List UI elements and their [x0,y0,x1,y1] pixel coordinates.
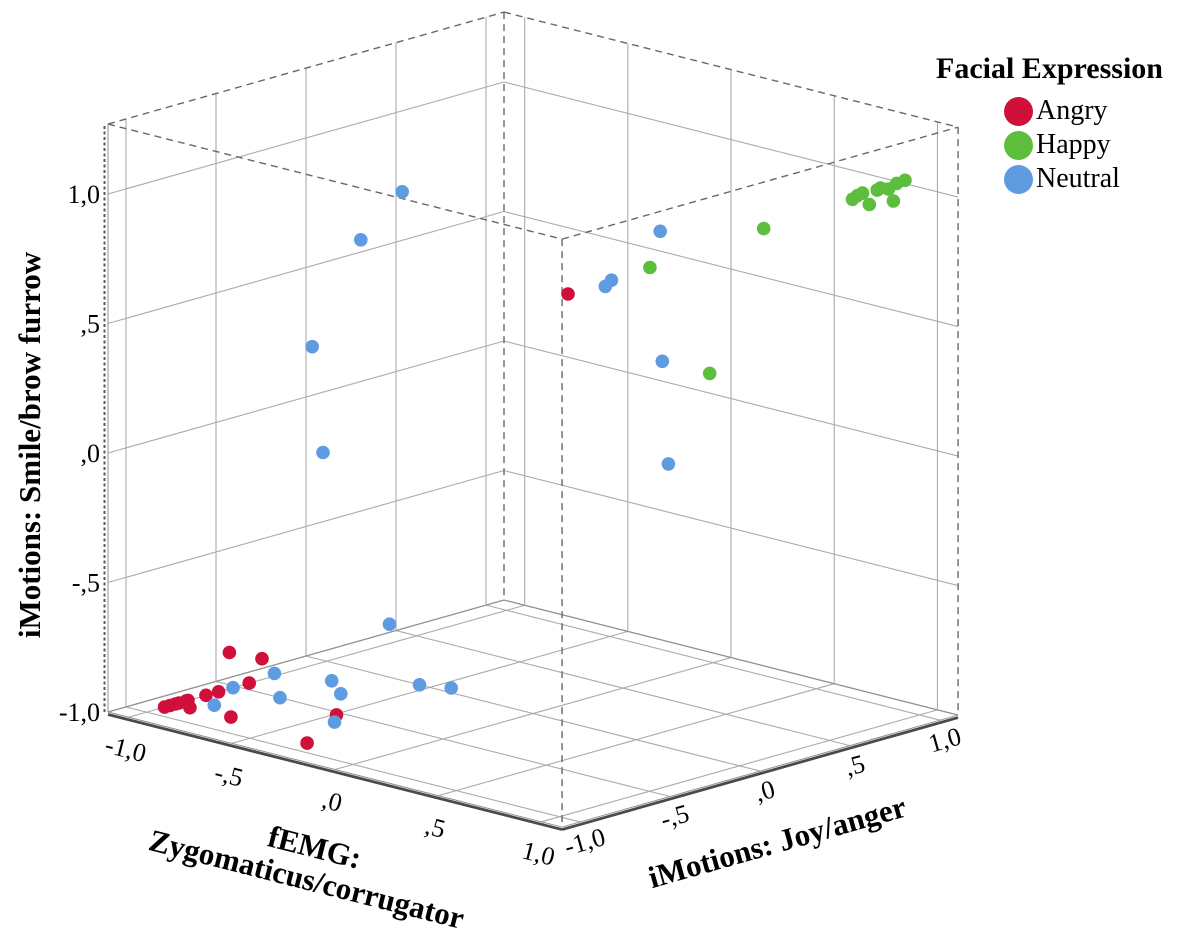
data-point-neutral [334,687,348,701]
data-point-angry [561,287,575,301]
floor-back-edge [107,599,505,713]
y-tick-label: -1,0 [59,698,100,727]
data-point-angry [211,685,226,699]
data-point-happy [898,173,912,188]
z-tick-label: ,5 [841,749,868,782]
x-tick-label: -,5 [212,758,246,793]
gridline-leftwall-horizontal [107,210,505,325]
data-point-happy [702,366,717,381]
data-point-neutral [324,674,339,688]
legend-item-angry: Angry [1004,94,1198,128]
z-tick-label: -,5 [657,799,692,835]
floor-back-edge [503,599,959,716]
grid-lines [107,17,959,823]
y-tick-label: -,5 [72,569,100,598]
legend-item-neutral: Neutral [1004,162,1198,196]
data-point-neutral [207,698,222,712]
z-axis-edge [561,714,959,828]
y-tick-label: ,0 [81,439,101,468]
angry-swatch-icon [1004,96,1033,126]
data-point-neutral [327,715,342,729]
gridline-floor-x [541,709,938,823]
data-point-neutral [655,354,670,369]
legend-label-angry: Angry [1036,95,1108,126]
z-tick-label: ,0 [751,774,778,807]
legend-label-neutral: Neutral [1036,163,1120,194]
z-tick-label: 1,0 [925,722,964,759]
data-point-happy [862,197,877,212]
data-point-neutral [316,445,330,460]
data-point-happy [855,186,870,200]
gridline-rightwall-horizontal [503,81,959,198]
data-point-neutral [653,224,667,239]
frame-dashed-edge [561,126,959,240]
gridline-leftwall-horizontal [107,81,505,195]
gridline-rightwall-horizontal [503,210,959,328]
data-points [157,173,912,750]
legend-item-happy: Happy [1004,128,1198,162]
x-tick-label: -1,0 [102,730,149,768]
data-point-happy [643,260,657,275]
legend-title: Facial Expression [936,52,1163,85]
data-point-angry [300,736,314,750]
data-point-happy [756,221,771,236]
x-tick-label: ,0 [319,785,345,818]
data-point-neutral [226,680,240,695]
data-point-angry [222,645,237,660]
x-axis-title: fEMG:Zygomaticus/corrugator [145,790,476,935]
data-point-happy [886,194,901,208]
legend-label-happy: Happy [1036,129,1111,160]
neutral-swatch-icon [1004,164,1033,194]
legend: Facial Expression Angry Happy Neutral [936,52,1198,196]
y-tick-label: ,5 [81,310,101,339]
data-point-angry [199,688,213,703]
data-point-neutral [382,617,397,631]
data-point-angry [242,676,256,690]
y-axis-title: iMotions: Smile/brow furrow [12,251,47,638]
frame-dashed-edge [503,11,959,128]
frame-dashed-edge [107,123,563,240]
frame-dashed-edge [107,11,505,125]
axis-titles: iMotions: Smile/brow furrow fEMG:Zygomati… [12,251,910,936]
data-point-neutral [267,666,282,681]
z-axis-line [561,716,959,831]
y-tick-label: 1,0 [68,180,101,209]
data-point-angry [183,700,197,715]
data-point-angry [224,710,238,724]
gridline-floor-z [395,630,851,747]
data-point-neutral [395,185,410,199]
axis-tick-labels: 1,0,5,0-,5-1,0-1,0-,5,0,51,0 -1,0-,5,0,51… [59,180,965,872]
x-tick-label: 1,0 [519,836,558,872]
box-frame [103,11,959,831]
data-point-neutral [412,678,427,692]
happy-swatch-icon [1004,130,1033,160]
data-point-neutral [273,690,287,705]
data-point-neutral [661,457,676,471]
gridline-floor-x [438,683,835,797]
gridline-floor-z [305,655,761,772]
gridline-floor-z [485,604,941,721]
data-point-neutral [305,339,320,354]
data-point-neutral [444,681,459,695]
x-axis-line [107,713,563,831]
data-point-neutral [354,233,368,247]
gridline-rightwall-horizontal [503,340,959,457]
x-tick-label: ,5 [422,811,448,844]
x-axis-edge [107,711,563,828]
data-point-neutral [604,273,619,288]
data-point-angry [255,651,269,666]
gridline-leftwall-horizontal [107,340,505,454]
